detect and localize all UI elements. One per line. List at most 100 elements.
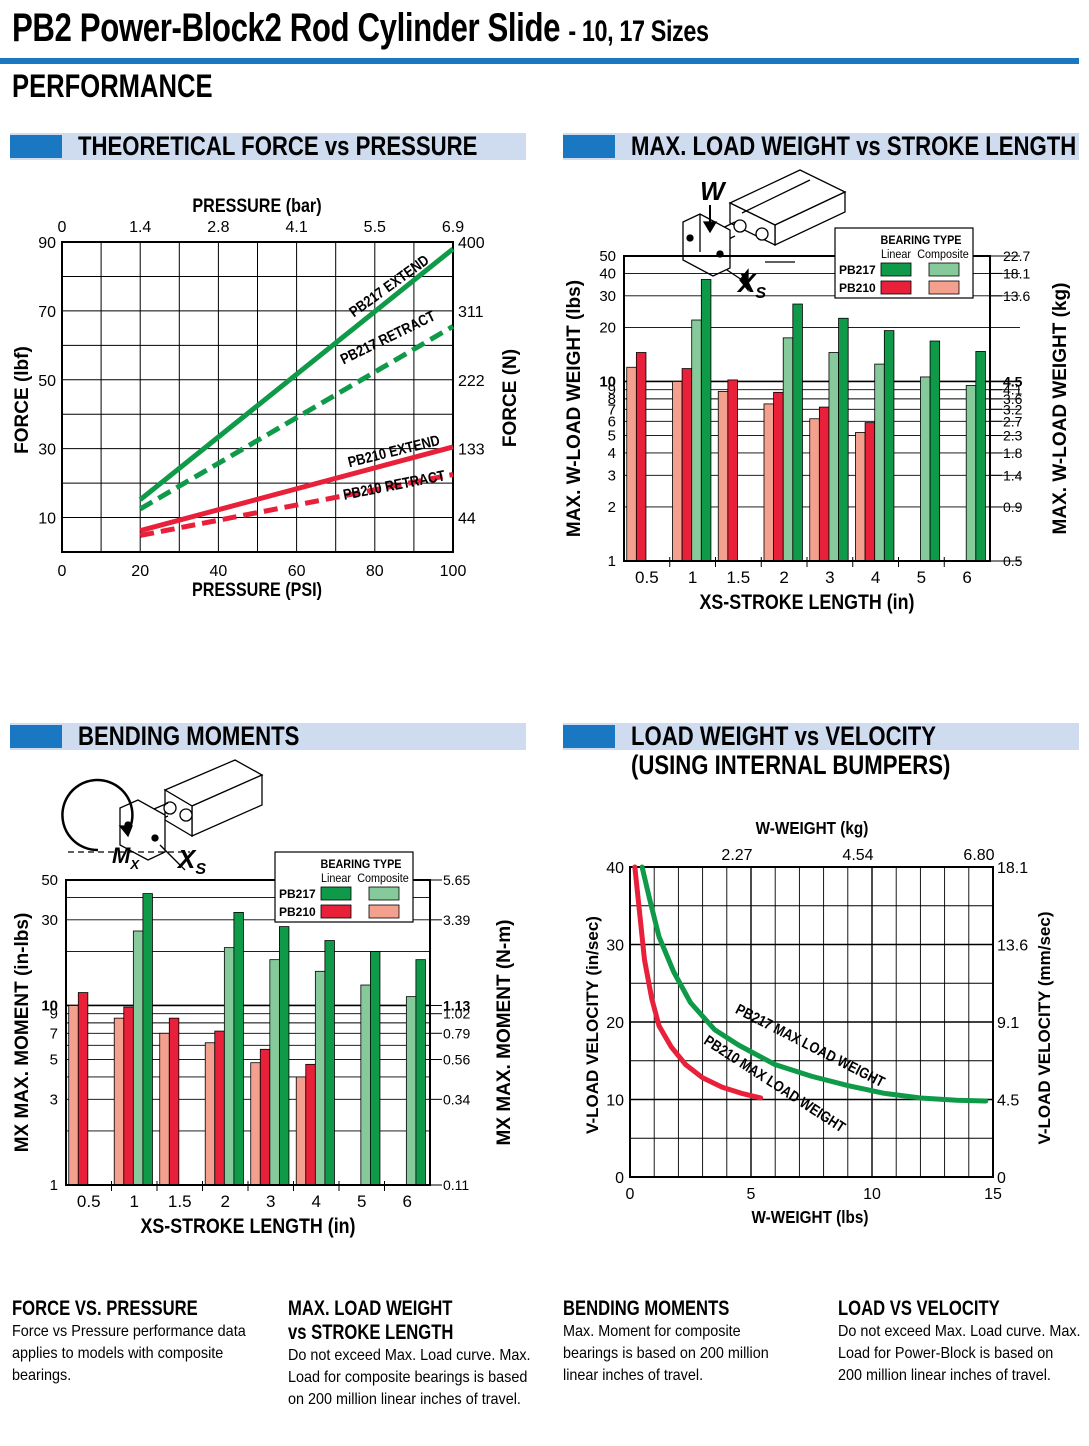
- bar: [855, 432, 866, 562]
- x-tick-label: 1.5: [727, 568, 751, 587]
- page-title-sizes: - 10, 17 Sizes: [568, 15, 709, 48]
- y-tick-label: 8: [608, 391, 616, 408]
- y2-tick-label: 22.7: [1003, 248, 1030, 264]
- bar: [763, 403, 775, 562]
- x-tick-label: 0: [58, 563, 67, 580]
- chart-velocity: 0 5 10 15 2.27 4.54 6.80 0 10 20 30 40 0 4.5 9.1 13.6 18…: [583, 818, 1054, 1227]
- bar: [113, 1017, 125, 1186]
- bar: [369, 951, 381, 1186]
- y2-axis-label: V-LOAD VELOCITY (mm/sec): [1035, 911, 1054, 1144]
- x-axis-label: PRESSURE (PSI): [192, 579, 322, 601]
- plot-frame: [65, 879, 431, 1186]
- bar: [792, 303, 803, 562]
- bar: [626, 366, 637, 562]
- plot-frame: [629, 866, 994, 1178]
- bar: [929, 340, 941, 562]
- section-title: PERFORMANCE: [12, 68, 213, 104]
- bar: [324, 940, 335, 1186]
- x2-axis-label: PRESSURE (bar): [192, 195, 321, 217]
- title-rule: [0, 58, 1079, 64]
- y2-tick-label: 1.4: [1003, 467, 1023, 483]
- xs-symbol-bending: XS: [176, 844, 206, 878]
- bar: [828, 352, 839, 562]
- x-tick-label: 80: [366, 563, 384, 580]
- y-axis-label: FORCE (lbf): [12, 346, 33, 454]
- y-tick-label: 10: [41, 997, 58, 1014]
- y2-tick-label: 311: [458, 304, 484, 321]
- slide-illustration-bending: [61, 759, 264, 871]
- y-tick-label: 7: [50, 1025, 58, 1042]
- y2-tick-label: 4.1: [1003, 382, 1023, 398]
- y2-tick-label: 400: [458, 235, 485, 252]
- x-tick-label: 0.5: [635, 568, 659, 587]
- series-line: [639, 864, 989, 1104]
- y-tick-label: 30: [41, 912, 58, 929]
- footnote-velocity: LOAD VS VELOCITY Do not exceed Max. Load …: [838, 1297, 1081, 1384]
- legend-swatch: [320, 904, 352, 919]
- bar: [838, 317, 849, 562]
- y-tick-label: 10: [38, 511, 56, 528]
- bar: [142, 893, 153, 1186]
- x-tick-label: 5: [357, 1192, 366, 1211]
- y2-tick-label: 1.13: [443, 997, 470, 1013]
- bar: [975, 351, 986, 562]
- bar: [672, 381, 683, 562]
- bar: [68, 1005, 79, 1186]
- x-axis-label: XS-STROKE LENGTH (in): [700, 591, 915, 615]
- bar: [314, 970, 326, 1186]
- chart-load: 0.5 1 1.5 2 3 4 5 612345678910203040500.50.91.4…: [564, 227, 1071, 615]
- legend-linear: Linear: [881, 249, 911, 262]
- y2-tick-label: 3.2: [1003, 401, 1023, 417]
- x-axis-label: XS-STROKE LENGTH (in): [141, 1215, 356, 1239]
- legend-swatch: [928, 280, 960, 295]
- y2-tick-label: 1.02: [443, 1006, 470, 1022]
- bar: [250, 1062, 261, 1186]
- legend-pb210: PB210: [279, 905, 316, 919]
- x-tick-label: 60: [288, 563, 306, 580]
- y-tick-label: 20: [606, 1015, 624, 1032]
- y-tick-label: 6: [608, 413, 616, 430]
- bar: [269, 959, 280, 1186]
- bar: [782, 337, 794, 562]
- legend-swatch: [368, 904, 400, 919]
- header-load: MAX. LOAD WEIGHT vs STROKE LENGTH: [563, 132, 1079, 161]
- legend-linear: Linear: [321, 873, 351, 886]
- header-force: THEORETICAL FORCE vs PRESSURE: [10, 132, 526, 161]
- y2-tick-label: 222: [458, 373, 485, 390]
- y2-tick-label: 3.39: [443, 912, 470, 928]
- y2-tick-label: 5.65: [443, 872, 470, 888]
- legend-swatch: [880, 280, 912, 295]
- y2-tick-label: 0.9: [1003, 499, 1023, 515]
- y2-tick-label: 4.5: [997, 1093, 1019, 1110]
- bar: [123, 1006, 134, 1186]
- y-tick-label: 50: [38, 373, 56, 390]
- footnote-force: FORCE VS. PRESSURE Force vs Pressure perf…: [12, 1297, 246, 1384]
- series-line: [139, 472, 454, 538]
- bar: [818, 406, 830, 562]
- bar: [864, 422, 876, 562]
- bar: [405, 996, 417, 1186]
- slide-illustration-load: [682, 169, 847, 292]
- bar: [233, 911, 244, 1186]
- chart-bending: 0.5 1 1.5 2 3 4 5 6 1 3 5 7 910 30 50 0.11 0.34 0.56 0.79 1…: [12, 851, 515, 1239]
- bar: [809, 418, 820, 562]
- bar: [132, 930, 144, 1186]
- y2-axis-label: MAX. W-LOAD WEIGHT (kg): [1050, 283, 1071, 535]
- x-tick-label: 100: [440, 563, 467, 580]
- bar: [278, 926, 290, 1186]
- x2-tick-label: 4.1: [285, 219, 307, 236]
- bar: [305, 1063, 316, 1186]
- x-tick-label: 2: [221, 1192, 230, 1211]
- y-tick-label: 10: [606, 1093, 624, 1110]
- x-tick-label: 3: [266, 1192, 275, 1211]
- bar: [159, 1032, 170, 1186]
- header-velocity: LOAD WEIGHT vs VELOCITY: [563, 722, 1079, 751]
- bar: [635, 352, 647, 562]
- y-tick-label: 40: [606, 860, 624, 877]
- x-tick-label: 4: [871, 568, 880, 587]
- y2-tick-label: 0.11: [443, 1177, 469, 1193]
- x2-tick-label: 2.8: [207, 219, 229, 236]
- y-tick-label: 50: [599, 248, 616, 265]
- series-line: [138, 324, 455, 512]
